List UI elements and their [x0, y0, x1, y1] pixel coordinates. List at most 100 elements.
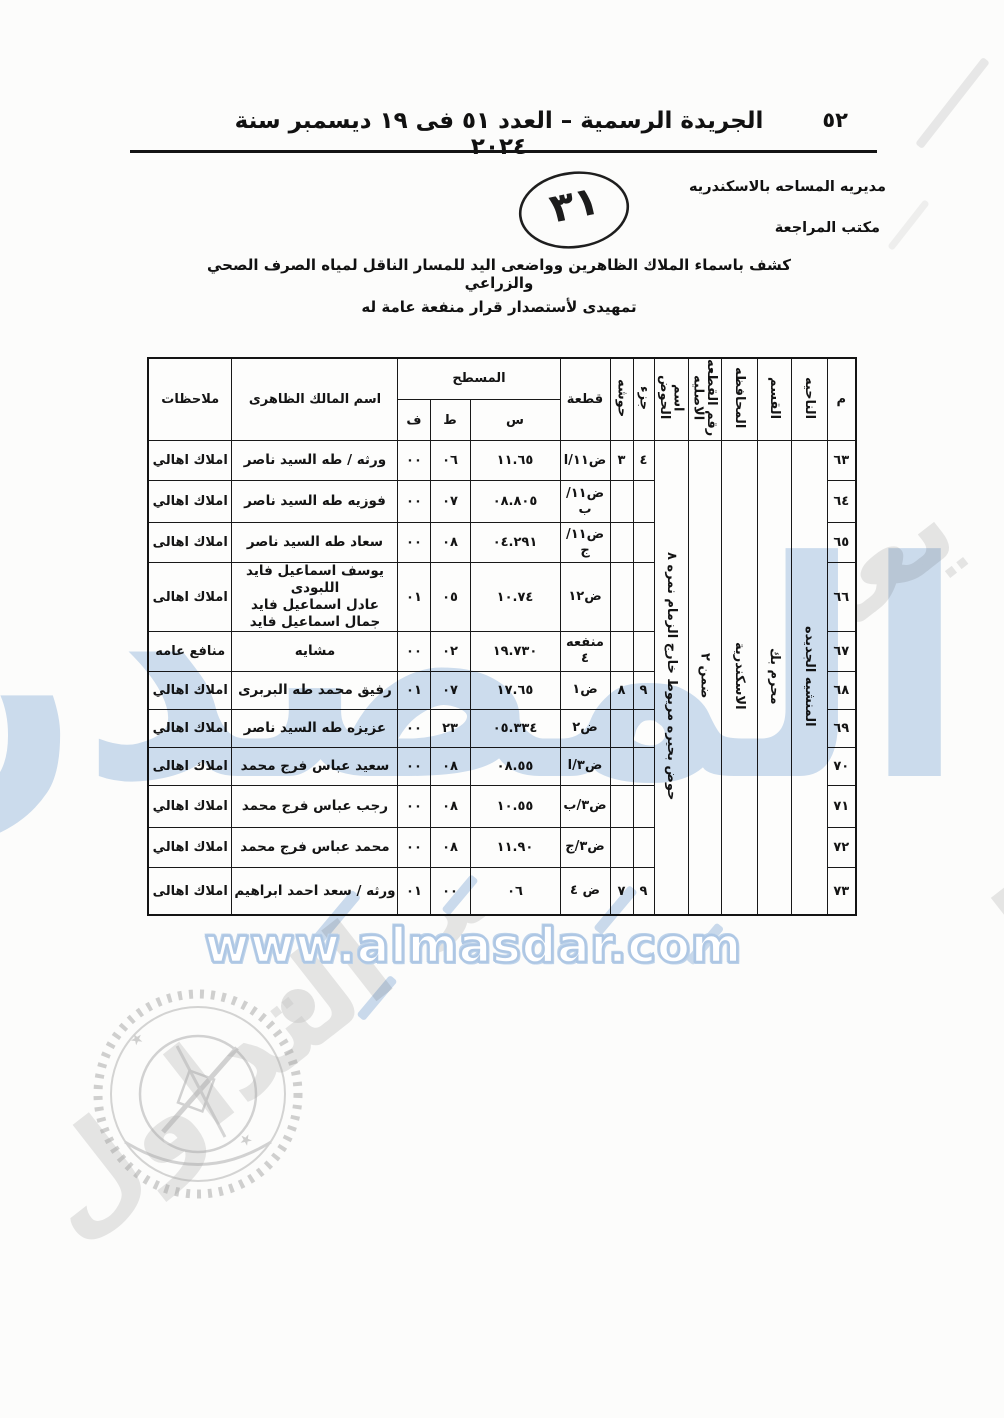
- cell-feddan: ٠١: [397, 866, 431, 916]
- col-district: الناحيه: [790, 357, 828, 442]
- col-part: جزء: [632, 357, 655, 442]
- cell-serial: ٧٣: [826, 866, 857, 916]
- cell-serial: ٦٩: [826, 708, 857, 748]
- cell-owner: عزيزه طه السيد ناصر: [231, 708, 399, 748]
- cell-part: ٤: [632, 440, 655, 482]
- cell-hosha: [609, 522, 634, 564]
- cell-part: [632, 630, 655, 672]
- cell-qirat: ٠٨: [429, 826, 471, 868]
- cell-qirat: ٠٨: [429, 784, 471, 828]
- col-area-sahm: س: [469, 398, 561, 442]
- cell-parcel: ض١: [559, 670, 611, 710]
- cell-notes: منافع عامه: [147, 630, 233, 672]
- ministry-seal-watermark-icon: ★ ★: [93, 989, 315, 1199]
- blue-stroke-icon: [356, 974, 398, 1022]
- handwritten-stamp: ٣١: [516, 166, 634, 260]
- cell-qirat: ٠٧: [429, 670, 471, 710]
- cell-original-parcel-merged: ضمن ٢: [687, 440, 722, 916]
- cell-serial: ٦٥: [826, 522, 857, 564]
- cell-sahm: ٠٦: [469, 866, 561, 916]
- cell-hosha: [609, 826, 634, 868]
- cell-part: [632, 784, 655, 828]
- cell-parcel: ض١٢: [559, 562, 611, 632]
- cell-parcel: ض٢: [559, 708, 611, 748]
- cell-parcel: ض١١/ا: [559, 440, 611, 482]
- cell-parcel: ض١١/ ج: [559, 522, 611, 564]
- cell-qirat: ٠٧: [429, 480, 471, 524]
- col-section: القسم: [756, 357, 792, 442]
- col-area-feddan: ف: [397, 398, 431, 442]
- table-row: ٧٢ ض٣/ج ١١.٩٠ ٠٨ ٠٠ محمد عباس فرج محمد ا…: [147, 826, 857, 868]
- cell-notes: املاك اهالي: [147, 826, 233, 868]
- col-owner: اسم المالك الظاهرى: [231, 357, 399, 442]
- cell-parcel: ض٣/ب: [559, 784, 611, 828]
- cell-serial: ٦٤: [826, 480, 857, 524]
- cell-feddan: ٠٠: [397, 826, 431, 868]
- cell-feddan: ٠٠: [397, 522, 431, 564]
- svg-text:★: ★: [236, 1129, 256, 1151]
- letterhead-directorate: مديريه المساحه بالاسكندريه: [689, 179, 886, 195]
- col-basin-name: اسم الحوض: [653, 357, 689, 442]
- cell-serial: ٦٣: [826, 440, 857, 482]
- cell-basin-name-merged: حوض بحيره مريوط خارج الزمام نمره ٨: [653, 440, 689, 916]
- cell-qirat: ٢٣: [429, 708, 471, 748]
- table-row: ٦٨ ٩ ٨ ض١ ١٧.٦٥ ٠٧ ٠١ رفيق محمد طه البرب…: [147, 670, 857, 710]
- site-url-watermark: www.almasdar.com: [204, 917, 743, 975]
- cell-qirat: ٠٦: [429, 440, 471, 482]
- cell-district-merged: المنشيه الجديده: [790, 440, 828, 916]
- cell-owner: سعاد طه السيد ناصر: [231, 522, 399, 564]
- cell-sahm: ٠٨.٨٠٥: [469, 480, 561, 524]
- cell-part: ٩: [632, 670, 655, 710]
- cell-notes: املاك اهالى: [147, 866, 233, 916]
- col-notes: ملاحظات: [147, 357, 233, 442]
- cell-part: [632, 826, 655, 868]
- col-governorate: المحافظه: [720, 357, 758, 442]
- cell-serial: ٦٦: [826, 562, 857, 632]
- diagonal-stroke-icon: [887, 199, 930, 251]
- cell-qirat: ٠٨: [429, 746, 471, 786]
- cell-qirat: ٠٥: [429, 562, 471, 632]
- svg-text:★: ★: [126, 1028, 147, 1050]
- cell-notes: املاك اهالى: [147, 522, 233, 564]
- cell-sahm: ١٠.٧٤: [469, 562, 561, 632]
- cell-parcel: منفعه ٤: [559, 630, 611, 672]
- owners-table: م الناحيه القسم المحافظه رقم القطعه الاص…: [146, 357, 857, 917]
- cell-sahm: ١٩.٧٣٠: [469, 630, 561, 672]
- cell-qirat: ٠٨: [429, 522, 471, 564]
- cell-owner: رجب عباس فرج محمد: [231, 784, 399, 828]
- cell-part: [632, 522, 655, 564]
- cell-hosha: [609, 480, 634, 524]
- cell-hosha: [609, 562, 634, 632]
- cell-parcel: ض٣/ج: [559, 826, 611, 868]
- cell-hosha: [609, 784, 634, 828]
- cell-sahm: ١١.٦٥: [469, 440, 561, 482]
- table-row: ٧١ ض٣/ب ١٠.٥٥ ٠٨ ٠٠ رجب عباس فرج محمد ام…: [147, 784, 857, 828]
- col-original-parcel: رقم القطعه الاصليه: [687, 357, 722, 442]
- cell-sahm: ١٧.٦٥: [469, 670, 561, 710]
- cell-qirat: ٠٢: [429, 630, 471, 672]
- cell-section-merged: محرم بك: [756, 440, 792, 916]
- cell-governorate-merged: الاسكندرية: [720, 440, 758, 916]
- col-hosha: حوشه: [609, 357, 634, 442]
- cell-notes: املاك اهالي: [147, 708, 233, 748]
- document-title: كشف باسماء الملاك الظاهرين وواضعى اليد ل…: [206, 256, 791, 292]
- col-parcel: قطعة: [559, 357, 611, 442]
- cell-owner: يوسف اسماعيل فايد اللبودى عادل اسماعيل ف…: [231, 562, 399, 632]
- cell-serial: ٦٧: [826, 630, 857, 672]
- cell-hosha: ٨: [609, 670, 634, 710]
- document-subtitle: تمهيدى لأستصدار قرار منفعة عامة له: [361, 298, 637, 316]
- col-serial: م: [826, 357, 857, 442]
- table-row: ٦٧ منفعه ٤ ١٩.٧٣٠ ٠٢ ٠٠ مشايه منافع عامه: [147, 630, 857, 672]
- owners-table-wrap: م الناحيه القسم المحافظه رقم القطعه الاص…: [146, 357, 857, 917]
- cell-sahm: ٠٥.٣٣٤: [469, 708, 561, 748]
- col-area-qirat: ط: [429, 398, 471, 442]
- table-row: ٧٠ ض٣/ا ٠٨.٥٥ ٠٨ ٠٠ سعيد عباس فرج محمد ا…: [147, 746, 857, 786]
- cell-notes: املاك اهالي: [147, 670, 233, 710]
- table-row: ٦٥ ض١١/ ج ٠٤.٢٩١ ٠٨ ٠٠ سعاد طه السيد ناص…: [147, 522, 857, 564]
- cell-hosha: [609, 746, 634, 786]
- cell-feddan: ٠٠: [397, 746, 431, 786]
- cell-sahm: ٠٨.٥٥: [469, 746, 561, 786]
- letterhead: مديريه المساحه بالاسكندريه مكتب المراجعة: [689, 180, 886, 235]
- cell-serial: ٦٨: [826, 670, 857, 710]
